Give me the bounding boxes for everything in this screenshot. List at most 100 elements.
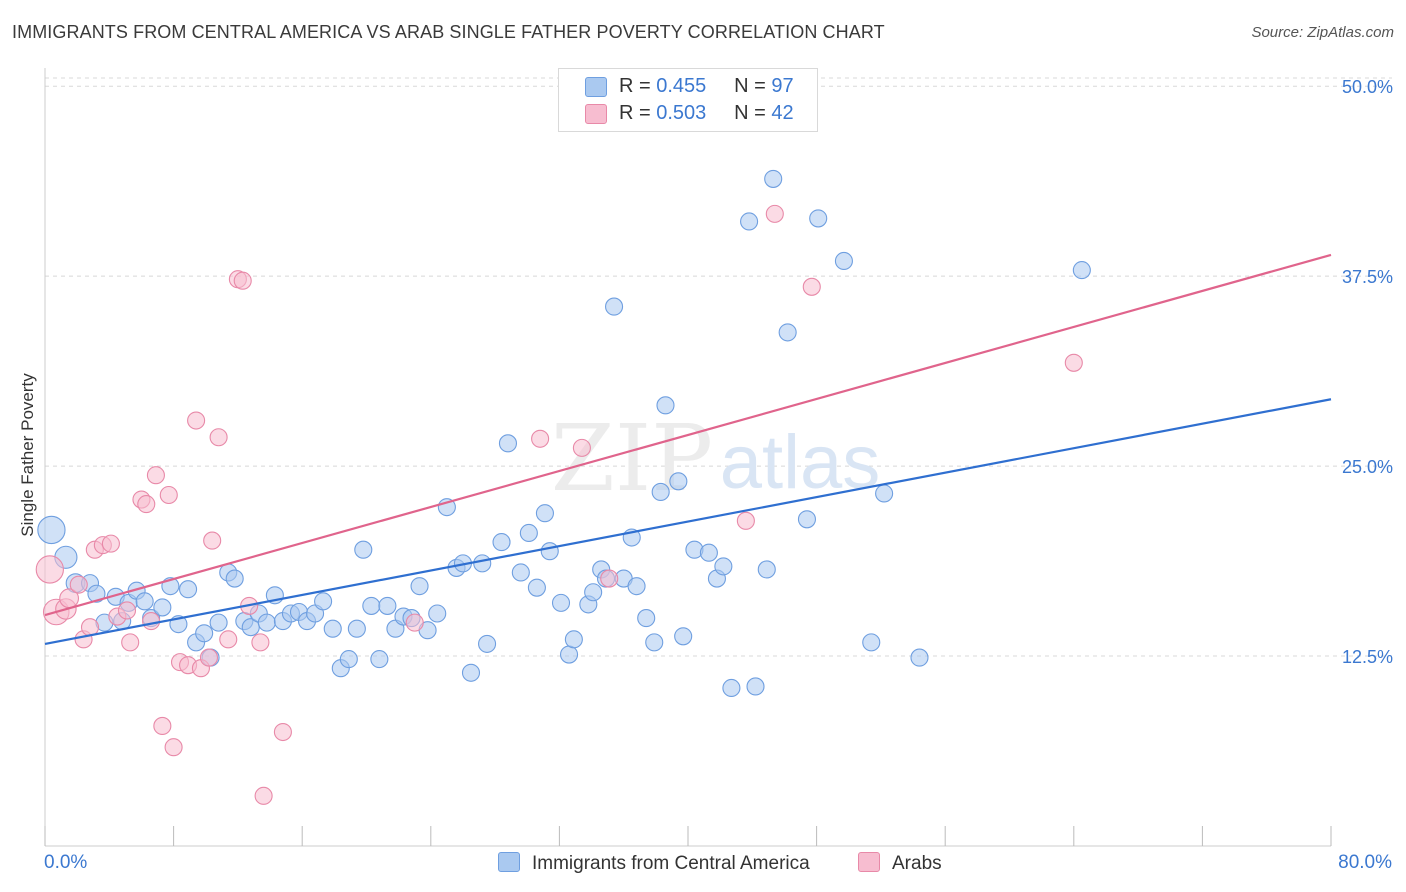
central-america-point xyxy=(498,434,518,453)
arab-point xyxy=(146,466,165,485)
arab-point xyxy=(251,633,270,652)
central-america-point xyxy=(428,604,447,623)
central-america-point xyxy=(559,645,579,664)
arab-point xyxy=(1064,353,1083,372)
arab-point xyxy=(273,722,292,742)
central-america-point xyxy=(323,619,342,638)
legend-item-arabs: Arabs xyxy=(858,852,942,875)
central-america-point xyxy=(492,533,511,552)
arab-point xyxy=(209,428,228,447)
central-america-point xyxy=(674,627,693,646)
trend-lines xyxy=(44,253,1332,645)
central-america-point xyxy=(764,169,783,188)
arab-trend-line xyxy=(44,253,1332,617)
central-america-point xyxy=(757,560,776,579)
arab-point xyxy=(159,485,178,505)
axes xyxy=(44,68,1332,847)
central-america-point xyxy=(410,577,429,596)
legend-swatch-pink xyxy=(585,104,607,124)
central-america-point xyxy=(257,613,276,632)
arab-point xyxy=(121,633,140,652)
arab-point xyxy=(164,738,183,757)
watermark-atlas: atlas xyxy=(720,420,881,505)
central-america-point xyxy=(778,323,797,342)
central-america-point xyxy=(627,577,646,596)
arab-point xyxy=(199,648,219,667)
central-america-point xyxy=(656,396,675,415)
correlation-legend: R = 0.455 N = 97 R = 0.503 N = 42 xyxy=(558,68,818,132)
y-tick-label: 37.5% xyxy=(1342,267,1393,287)
central-america-point xyxy=(910,648,929,667)
central-america-point xyxy=(637,609,656,628)
watermark-zip: ZIP xyxy=(551,405,713,512)
central-america-point xyxy=(740,212,759,231)
x-tick-min: 0.0% xyxy=(44,852,88,873)
central-america-point xyxy=(135,592,154,611)
legend-item-central-america: Immigrants from Central America xyxy=(498,852,810,875)
central-america-point xyxy=(584,583,603,602)
central-america-point xyxy=(378,596,397,615)
central-america-point xyxy=(797,510,817,529)
arab-point xyxy=(187,411,206,430)
legend-n-value: 42 xyxy=(771,102,794,124)
central-america-point xyxy=(527,578,546,597)
central-america-point xyxy=(722,678,741,698)
legend-label-central-america: Immigrants from Central America xyxy=(532,853,810,874)
central-america-point xyxy=(540,542,559,561)
legend-r-value: 0.455 xyxy=(656,75,707,97)
arab-point xyxy=(35,555,64,584)
central-america-point xyxy=(669,472,688,491)
arab-point xyxy=(137,495,156,514)
central-america-point xyxy=(699,543,718,562)
y-tick-label: 50.0% xyxy=(1342,77,1393,97)
central-america-trend-line xyxy=(44,398,1332,645)
legend-label-arabs: Arabs xyxy=(892,853,942,874)
y-tick-labels: 12.5% 25.0% 37.5% 50.0% xyxy=(1342,77,1393,667)
central-america-point xyxy=(354,540,373,559)
data-points xyxy=(35,169,1091,805)
arab-point xyxy=(765,204,784,223)
central-america-point xyxy=(511,563,530,582)
arab-point xyxy=(203,531,222,550)
central-america-point xyxy=(834,251,853,271)
legend-n-value: 97 xyxy=(771,75,794,97)
central-america-point xyxy=(339,650,358,669)
central-america-point xyxy=(519,523,538,543)
series-legend: Immigrants from Central America Arabs xyxy=(0,852,1406,878)
legend-n-label: N = xyxy=(734,102,766,124)
watermark: ZIP atlas xyxy=(551,405,880,512)
chart-title: IMMIGRANTS FROM CENTRAL AMERICA VS ARAB … xyxy=(12,22,885,42)
central-america-point xyxy=(225,569,244,588)
central-america-point xyxy=(347,619,366,638)
arab-point xyxy=(802,277,821,296)
arab-point xyxy=(600,569,619,588)
central-america-point xyxy=(461,663,481,682)
central-america-point xyxy=(370,650,389,669)
arab-point xyxy=(405,613,424,632)
legend-swatch-blue xyxy=(585,77,607,97)
central-america-point xyxy=(714,557,733,576)
arab-point xyxy=(572,438,591,457)
central-america-point xyxy=(564,630,583,649)
central-america-point xyxy=(875,484,894,503)
legend-n-label: N = xyxy=(734,75,766,97)
central-america-point xyxy=(651,482,670,501)
y-axis-label: Single Father Poverty xyxy=(18,373,37,537)
arab-point xyxy=(101,534,120,553)
central-america-point xyxy=(209,613,228,632)
arab-point xyxy=(142,612,161,631)
legend-r-label: R = xyxy=(619,75,651,97)
arab-point xyxy=(117,601,137,620)
central-america-point xyxy=(314,592,333,611)
arab-point xyxy=(531,429,550,448)
central-america-point xyxy=(195,624,214,643)
x-tick-max: 80.0% xyxy=(1338,852,1392,873)
arab-point xyxy=(219,630,238,649)
central-america-point xyxy=(37,515,66,545)
central-america-point xyxy=(87,584,106,603)
central-america-point xyxy=(1072,261,1091,280)
legend-swatch-pink xyxy=(858,852,880,872)
arab-point xyxy=(69,575,88,594)
y-tick-label: 25.0% xyxy=(1342,457,1393,477)
